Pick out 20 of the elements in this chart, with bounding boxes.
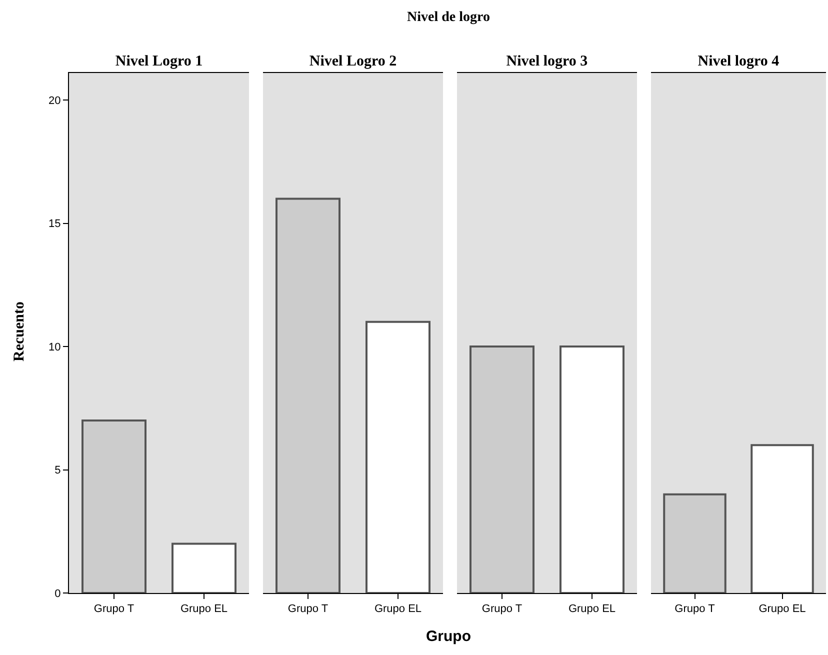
x-tick-label: Grupo EL: [180, 603, 228, 616]
x-tick-label: Grupo EL: [568, 603, 616, 616]
x-tick-label: Grupo EL: [374, 603, 422, 616]
x-tick-label: Grupo T: [94, 603, 134, 616]
y-tick-label: 0: [54, 588, 61, 600]
chart-title: Nivel logro 4: [698, 53, 780, 70]
text: Grupo: [425, 628, 472, 645]
y-axis-title: Recuento: [12, 300, 28, 364]
x-tick-label: Grupo T: [288, 603, 328, 616]
y-tick-label: 5: [54, 464, 61, 477]
x-tick-label: Grupo EL: [758, 603, 806, 616]
y-tick-label: 15: [48, 218, 61, 230]
chart-title: Nivel Logro 1: [115, 53, 203, 70]
y-tick-label: 20: [48, 94, 61, 107]
chart-title: Nivel logro 3: [506, 53, 588, 70]
x-tick-label: Grupo T: [482, 603, 522, 616]
chart-title: Nivel Logro 2: [309, 53, 397, 70]
text: Nivel de logro: [406, 10, 491, 26]
y-tick-label: 10: [48, 341, 61, 354]
x-tick-label: Grupo T: [674, 603, 716, 616]
